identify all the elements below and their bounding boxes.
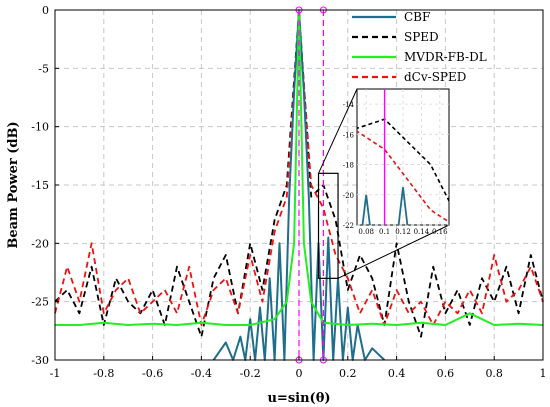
inset-x-tick-label: 0.12	[395, 228, 411, 236]
x-tick-label: 0.6	[437, 367, 455, 380]
inset-y-tick-label: -22	[343, 222, 354, 230]
y-axis-ticks: 0 -5 -10 -15 -20 -25 -30	[31, 4, 59, 367]
zoom-connector	[337, 224, 450, 279]
inset-zoom: 0.08 0.1 0.12 0.14 0.16 -14 -16 -18 -20 -22	[317, 88, 450, 279]
zoom-region-box	[317, 172, 339, 279]
legend-label: SPED	[404, 30, 439, 44]
inset-x-tick-label: 0.1	[379, 228, 390, 236]
y-tick-label: -30	[31, 354, 49, 367]
legend: CBF SPED MVDR-FB-DL dCv-SPED	[352, 10, 487, 84]
inset-y-tick-label: -18	[343, 162, 354, 170]
zoom-connector	[318, 88, 358, 174]
x-tick-label: 0	[296, 367, 303, 380]
y-tick-label: 0	[42, 4, 49, 17]
legend-label: MVDR-FB-DL	[404, 50, 487, 64]
x-tick-label: -0.8	[93, 367, 114, 380]
y-tick-label: -15	[31, 179, 49, 192]
inset-x-tick-label: 0.14	[414, 228, 430, 236]
x-tick-label: -0.6	[142, 367, 163, 380]
x-tick-label: -0.4	[191, 367, 212, 380]
legend-label: CBF	[404, 10, 430, 24]
inset-y-tick-label: -14	[343, 101, 355, 109]
y-tick-label: -5	[38, 62, 49, 75]
inset-x-tick-label: 0.08	[358, 228, 374, 236]
x-tick-label: -0.2	[240, 367, 261, 380]
inset-y-tick-label: -20	[343, 192, 354, 200]
inset-x-tick-label: 0.16	[432, 228, 448, 236]
x-tick-label: 1	[540, 367, 547, 380]
x-tick-label: 0.4	[388, 367, 406, 380]
y-tick-label: -20	[31, 237, 49, 250]
y-tick-label: -10	[31, 121, 49, 134]
y-tick-label: -25	[31, 296, 49, 309]
legend-label: dCv-SPED	[404, 70, 466, 84]
x-tick-label: 0.2	[339, 367, 357, 380]
x-axis-ticks: -1 -0.8 -0.6 -0.4 -0.2 0 0.2 0.4 0.6 0.8 1	[50, 356, 547, 380]
x-tick-label: -1	[50, 367, 61, 380]
x-tick-label: 0.8	[485, 367, 503, 380]
x-axis-title: u=sin(θ)	[267, 391, 330, 406]
y-axis-title: Beam Power (dB)	[6, 121, 21, 248]
inset-y-tick-label: -16	[343, 131, 355, 139]
